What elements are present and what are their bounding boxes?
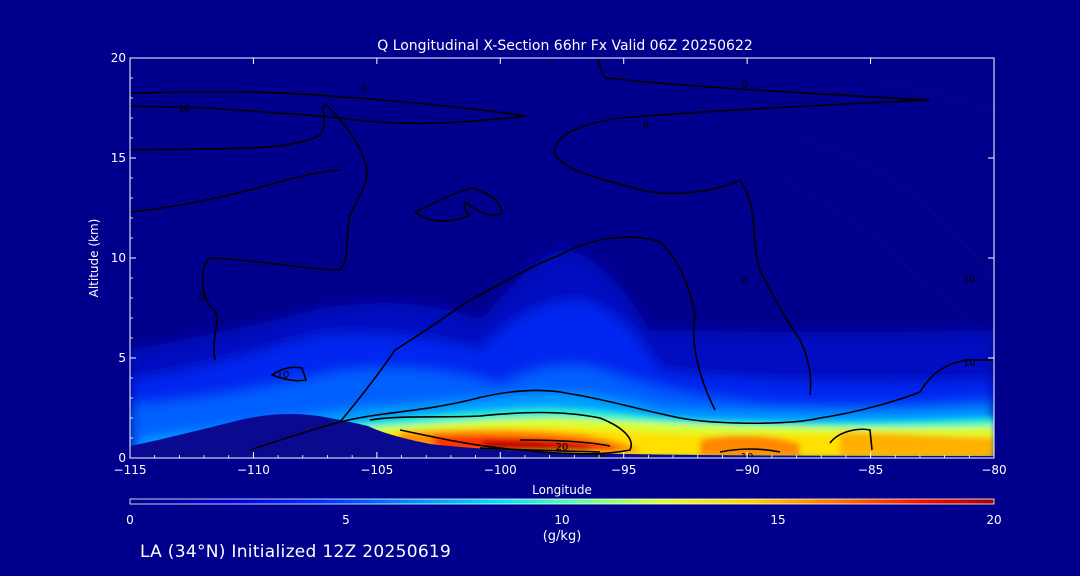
x-tick-label: −115 xyxy=(114,463,147,477)
footer-caption: LA (34°N) Initialized 12Z 20250619 xyxy=(140,542,452,562)
y-tick-label: 20 xyxy=(111,51,126,65)
y-tick-label: 15 xyxy=(111,151,126,165)
x-tick-label: −90 xyxy=(734,463,759,477)
y-axis: 0 5 10 15 20 xyxy=(111,51,994,465)
chart-title: Q Longitudinal X-Section 66hr Fx Valid 0… xyxy=(377,38,753,54)
x-tick-label: −105 xyxy=(360,463,393,477)
contour-label: 20 xyxy=(556,442,569,453)
x-axis: −115 −110 −105 −100 −95 −90 −85 −80 xyxy=(114,58,1007,477)
contour-label: 0 xyxy=(741,80,747,91)
x-tick-label: −95 xyxy=(611,463,636,477)
colorbar-label: (g/kg) xyxy=(543,529,582,544)
x-tick-label: −80 xyxy=(981,463,1006,477)
contour-label: 10 xyxy=(277,370,290,381)
x-axis-label: Longitude xyxy=(532,483,592,497)
colorbar: 0 5 10 15 20 (g/kg) xyxy=(126,498,1002,544)
colorbar-ticks: 0 5 10 15 20 xyxy=(126,513,1001,527)
colorbar-tick-label: 15 xyxy=(770,513,785,527)
colorbar-tick-label: 0 xyxy=(126,513,134,527)
contour-label: 0 xyxy=(361,84,367,95)
dotted-contour-region xyxy=(779,79,994,341)
contour-label: 0 xyxy=(198,292,204,303)
contour-label: 10 xyxy=(963,358,976,369)
x-tick-label: −85 xyxy=(858,463,883,477)
colorbar-bar xyxy=(129,498,995,505)
contour-label: 0 xyxy=(643,120,649,131)
terrain xyxy=(130,414,994,458)
contour-label: 10 xyxy=(178,104,191,115)
y-axis-label: Altitude (km) xyxy=(87,219,101,298)
y-tick-label: 10 xyxy=(111,251,126,265)
contour-label: 0 xyxy=(741,276,747,287)
x-tick-label: −100 xyxy=(484,463,517,477)
contour-lines xyxy=(130,58,994,455)
y-tick-label: 0 xyxy=(118,451,126,465)
colorbar-tick-label: 5 xyxy=(342,513,350,527)
x-tick-label: −110 xyxy=(237,463,270,477)
colorbar-tick-label: 20 xyxy=(986,513,1001,527)
y-tick-label: 5 xyxy=(118,351,126,365)
colorbar-tick-label: 10 xyxy=(554,513,569,527)
contour-label: 10 xyxy=(963,274,976,285)
